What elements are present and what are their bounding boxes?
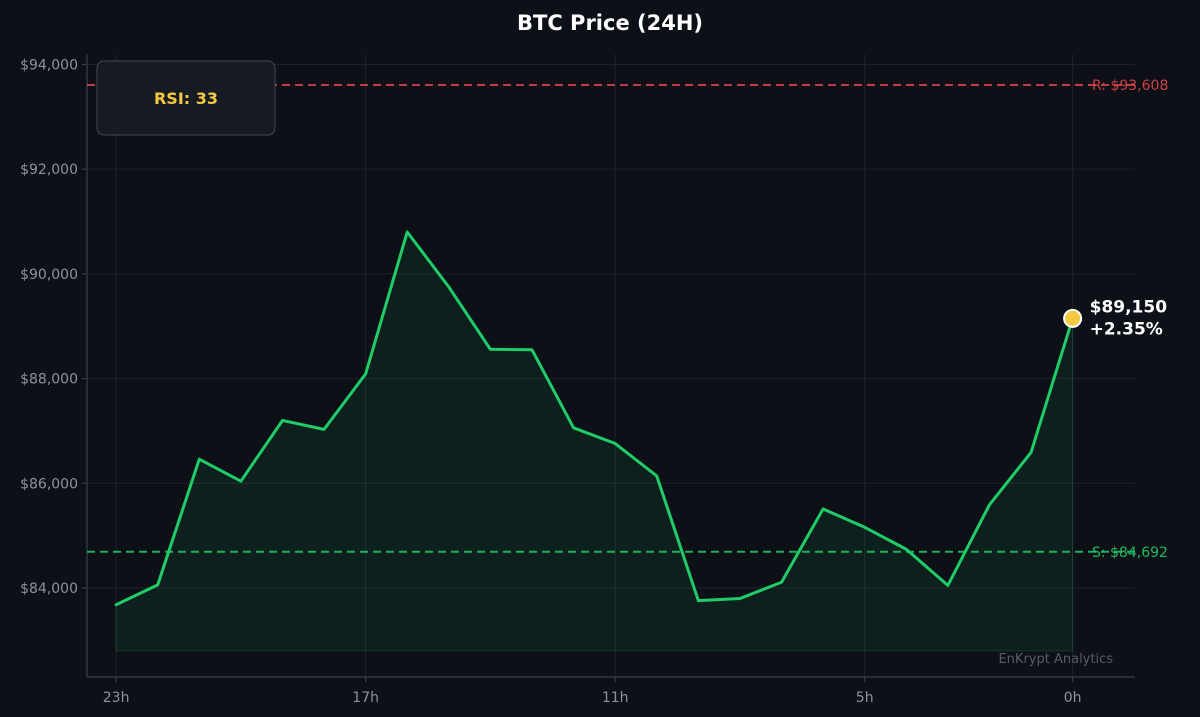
resistance-label: R: $93,608 xyxy=(1092,78,1168,94)
data-point xyxy=(239,479,243,483)
tick-labels: $84,000 $86,000 $88,000 $90,000 $92,000 $94,0… xyxy=(20,57,1081,706)
data-point xyxy=(780,580,784,584)
data-point xyxy=(114,603,118,607)
data-point xyxy=(904,547,908,551)
price-line-group xyxy=(114,230,1075,607)
x-tick-label: 11h xyxy=(602,690,629,706)
data-point xyxy=(364,372,368,376)
current-price-marker xyxy=(1063,308,1083,328)
data-point xyxy=(1029,450,1033,454)
current-price-group: $89,150+2.35% xyxy=(1063,297,1168,339)
support-label: S: $84,692 xyxy=(1092,545,1168,561)
data-point xyxy=(863,525,867,529)
axes xyxy=(82,54,1135,682)
y-tick-label: $90,000 xyxy=(20,267,78,283)
data-point xyxy=(946,583,950,587)
data-point xyxy=(530,348,534,352)
price-line xyxy=(114,230,1075,607)
data-point xyxy=(156,583,160,587)
data-point xyxy=(613,442,617,446)
watermark: EnKrypt Analytics xyxy=(998,652,1113,667)
rsi-box: RSI: 33 xyxy=(96,60,276,136)
data-point xyxy=(696,599,700,603)
data-point xyxy=(821,507,825,511)
data-point xyxy=(738,596,742,600)
data-point xyxy=(405,230,409,234)
data-point xyxy=(572,426,576,430)
x-tick-label: 5h xyxy=(856,690,874,706)
data-point xyxy=(987,503,991,507)
data-point xyxy=(197,457,201,461)
x-tick-label: 23h xyxy=(103,690,130,706)
rsi-box-background xyxy=(96,60,276,136)
chart-title: BTC Price (24H) xyxy=(517,11,703,35)
data-point xyxy=(447,285,451,289)
x-tick-label: 0h xyxy=(1064,690,1082,706)
data-point xyxy=(280,418,284,422)
grid-lines xyxy=(87,54,1135,677)
y-tick-label: $92,000 xyxy=(20,162,78,178)
current-price-label: $89,150 xyxy=(1090,297,1168,317)
x-tick-label: 17h xyxy=(352,690,379,706)
current-change-label: +2.35% xyxy=(1090,319,1163,339)
data-point xyxy=(488,347,492,351)
y-tick-label: $84,000 xyxy=(20,581,78,597)
rsi-label: RSI: 33 xyxy=(154,89,218,108)
y-tick-label: $88,000 xyxy=(20,372,78,388)
y-tick-label: $94,000 xyxy=(20,57,78,73)
y-tick-label: $86,000 xyxy=(20,476,78,492)
data-point xyxy=(322,427,326,431)
data-point xyxy=(655,474,659,478)
